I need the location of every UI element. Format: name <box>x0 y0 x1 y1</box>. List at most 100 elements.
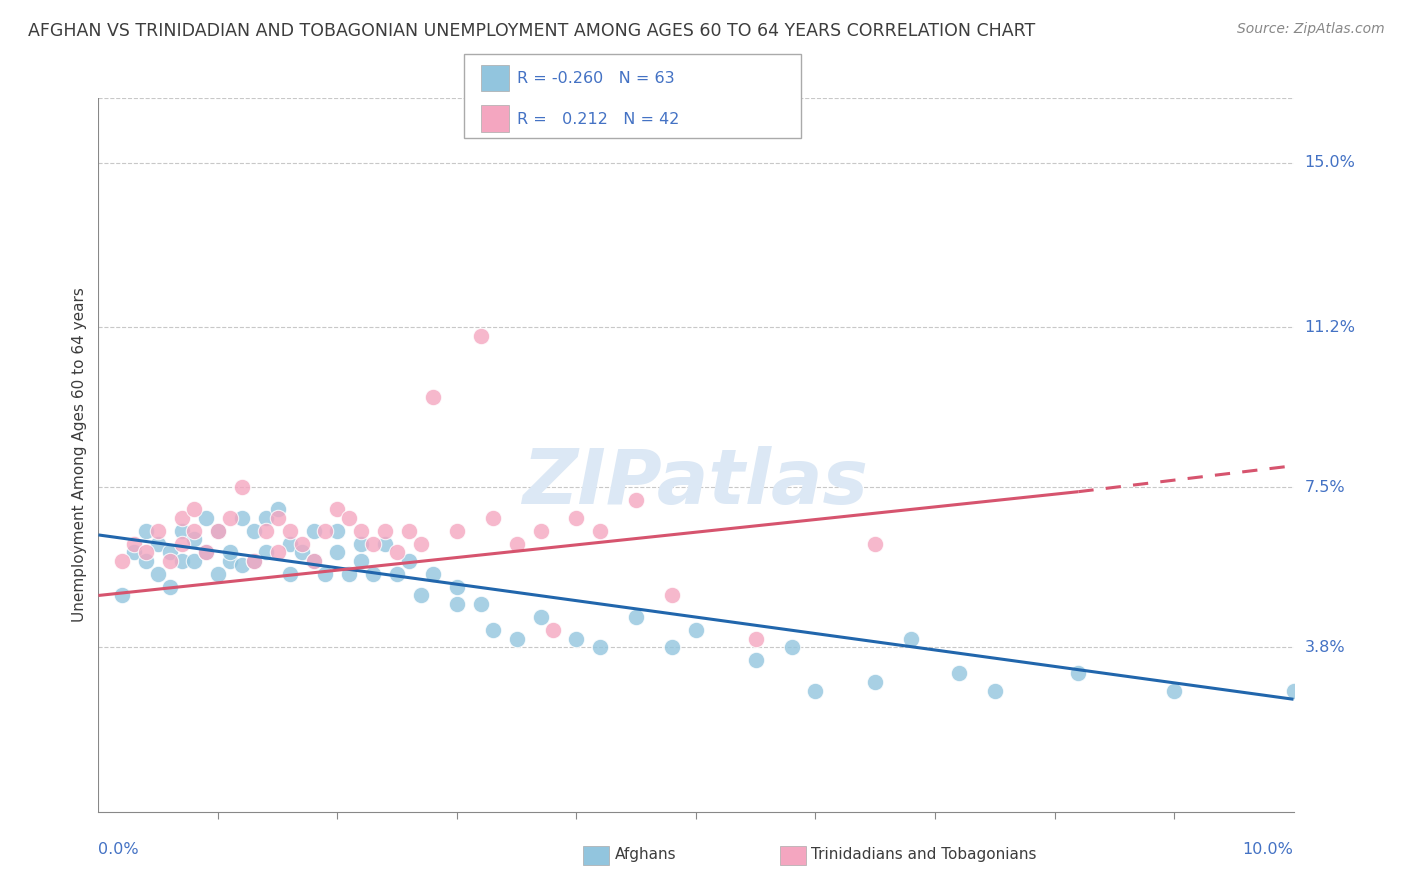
Point <box>243 554 266 568</box>
Text: 10.0%: 10.0% <box>1243 842 1294 857</box>
Point <box>446 524 468 538</box>
Point <box>529 524 551 538</box>
Point <box>172 554 194 568</box>
Text: 15.0%: 15.0% <box>1305 155 1355 170</box>
Point <box>290 536 312 550</box>
Point <box>278 536 301 550</box>
Point <box>315 524 337 538</box>
Point <box>219 545 242 559</box>
Y-axis label: Unemployment Among Ages 60 to 64 years: Unemployment Among Ages 60 to 64 years <box>72 287 87 623</box>
Point <box>278 524 301 538</box>
Point <box>541 623 564 637</box>
Point <box>207 566 229 581</box>
Point <box>565 632 588 646</box>
Point <box>363 536 385 550</box>
Point <box>900 632 922 646</box>
Point <box>183 554 205 568</box>
Point <box>302 554 325 568</box>
Point <box>231 480 253 494</box>
Text: 3.8%: 3.8% <box>1305 640 1346 655</box>
Point <box>326 545 349 559</box>
Point <box>350 536 373 550</box>
Point <box>135 545 157 559</box>
Point <box>446 597 468 611</box>
Point <box>267 502 290 516</box>
Point <box>267 510 290 524</box>
Point <box>529 610 551 624</box>
Point <box>194 510 218 524</box>
Text: AFGHAN VS TRINIDADIAN AND TOBAGONIAN UNEMPLOYMENT AMONG AGES 60 TO 64 YEARS CORR: AFGHAN VS TRINIDADIAN AND TOBAGONIAN UNE… <box>28 22 1035 40</box>
Point <box>470 597 492 611</box>
Point <box>194 545 218 559</box>
Point <box>194 545 218 559</box>
Point <box>983 683 1005 698</box>
Point <box>506 536 529 550</box>
Text: R = -0.260   N = 63: R = -0.260 N = 63 <box>517 71 675 87</box>
Point <box>183 502 205 516</box>
Point <box>865 675 887 690</box>
Point <box>565 510 588 524</box>
Point <box>207 524 229 538</box>
Point <box>685 623 707 637</box>
Text: Afghans: Afghans <box>614 847 676 862</box>
Point <box>339 510 360 524</box>
Point <box>159 554 181 568</box>
Point <box>624 610 647 624</box>
Point <box>243 524 266 538</box>
Point <box>148 536 170 550</box>
Point <box>398 524 420 538</box>
Text: R =   0.212   N = 42: R = 0.212 N = 42 <box>517 112 679 127</box>
Point <box>207 524 229 538</box>
Text: 7.5%: 7.5% <box>1305 480 1346 495</box>
Text: Source: ZipAtlas.com: Source: ZipAtlas.com <box>1237 22 1385 37</box>
Text: 0.0%: 0.0% <box>98 842 139 857</box>
Point <box>339 566 360 581</box>
Point <box>422 566 444 581</box>
Point <box>172 510 194 524</box>
Point <box>148 566 170 581</box>
Point <box>302 554 325 568</box>
Point <box>398 554 420 568</box>
Text: ZIPatlas: ZIPatlas <box>523 447 869 520</box>
Point <box>661 589 683 603</box>
Point <box>745 632 768 646</box>
Point <box>804 683 827 698</box>
Point <box>219 554 242 568</box>
Point <box>231 558 253 573</box>
Point <box>374 524 396 538</box>
Point <box>385 566 409 581</box>
Point <box>422 390 444 404</box>
Point <box>219 510 242 524</box>
Point <box>302 524 325 538</box>
Point <box>948 666 970 681</box>
Point <box>661 640 683 655</box>
Point <box>135 524 157 538</box>
Point <box>159 545 181 559</box>
Point <box>374 536 396 550</box>
Point <box>111 589 134 603</box>
Point <box>1282 683 1305 698</box>
Point <box>111 554 134 568</box>
Point <box>446 580 468 594</box>
Point <box>350 554 373 568</box>
Point <box>159 580 181 594</box>
Point <box>135 554 157 568</box>
Point <box>124 545 146 559</box>
Point <box>363 566 385 581</box>
Point <box>183 533 205 547</box>
Point <box>385 545 409 559</box>
Point <box>315 566 337 581</box>
Point <box>278 566 301 581</box>
Point <box>506 632 529 646</box>
Point <box>481 510 505 524</box>
Point <box>865 536 887 550</box>
Text: Trinidadians and Tobagonians: Trinidadians and Tobagonians <box>811 847 1036 862</box>
Point <box>481 623 505 637</box>
Point <box>267 545 290 559</box>
Point <box>350 524 373 538</box>
Point <box>589 524 612 538</box>
Point <box>254 545 277 559</box>
Point <box>745 653 768 667</box>
Point <box>411 589 433 603</box>
Point <box>124 536 146 550</box>
